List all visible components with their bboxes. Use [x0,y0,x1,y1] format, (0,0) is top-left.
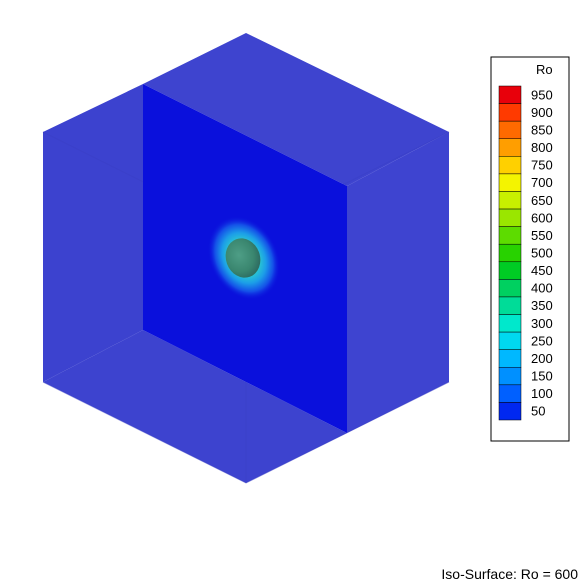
legend-band [498,156,522,175]
legend-band [498,314,522,333]
box-left-face [43,84,143,382]
legend-band [498,226,522,245]
legend-band [498,191,522,210]
legend-label: 950 [531,87,553,102]
legend-band [498,208,522,227]
legend-band [498,103,522,122]
legend-band [498,349,522,368]
legend-band [498,367,522,386]
legend-label: 200 [531,351,553,366]
legend-label: 650 [531,193,553,208]
legend-tick-labels: 950 900 850 800 750 700 650 600 550 500 450 400 350 3… [531,87,553,418]
legend-label: 750 [531,158,553,173]
legend-band [498,261,522,280]
legend-label: 350 [531,298,553,313]
legend-label: 100 [531,386,553,401]
legend-label: 150 [531,369,553,384]
legend-label: 400 [531,281,553,296]
legend-band [498,402,522,421]
iso-surface-caption: Iso-Surface: Ro = 600 [441,566,578,582]
legend-label: 300 [531,316,553,331]
legend-band [498,85,522,104]
box-bottom-face [43,330,347,483]
legend-label: 550 [531,228,553,243]
legend-label: 700 [531,175,553,190]
legend-label: 600 [531,210,553,225]
legend-label: 500 [531,246,553,261]
legend-band [498,279,522,298]
legend-band [498,138,522,157]
legend-band [498,296,522,315]
legend-band [498,120,522,139]
legend-color-bands [498,85,522,421]
legend-label: 50 [531,404,545,419]
color-legend: Ro 950 900 850 800 750 700 650 600 550 500 450 400 3… [490,56,570,442]
legend-label: 900 [531,105,553,120]
legend-band [498,173,522,192]
box-top-face [143,33,449,186]
legend-label: 850 [531,122,553,137]
legend-label: 800 [531,140,553,155]
domain-box [42,33,450,484]
legend-label: 450 [531,263,553,278]
legend-band [498,243,522,263]
iso-surface-sphere [225,238,261,278]
legend-title: Ro [536,62,553,77]
box-right-face [347,132,449,433]
slice-plane [143,84,347,433]
legend-band [498,331,522,350]
legend-band [498,384,522,403]
legend-label: 250 [531,333,553,348]
